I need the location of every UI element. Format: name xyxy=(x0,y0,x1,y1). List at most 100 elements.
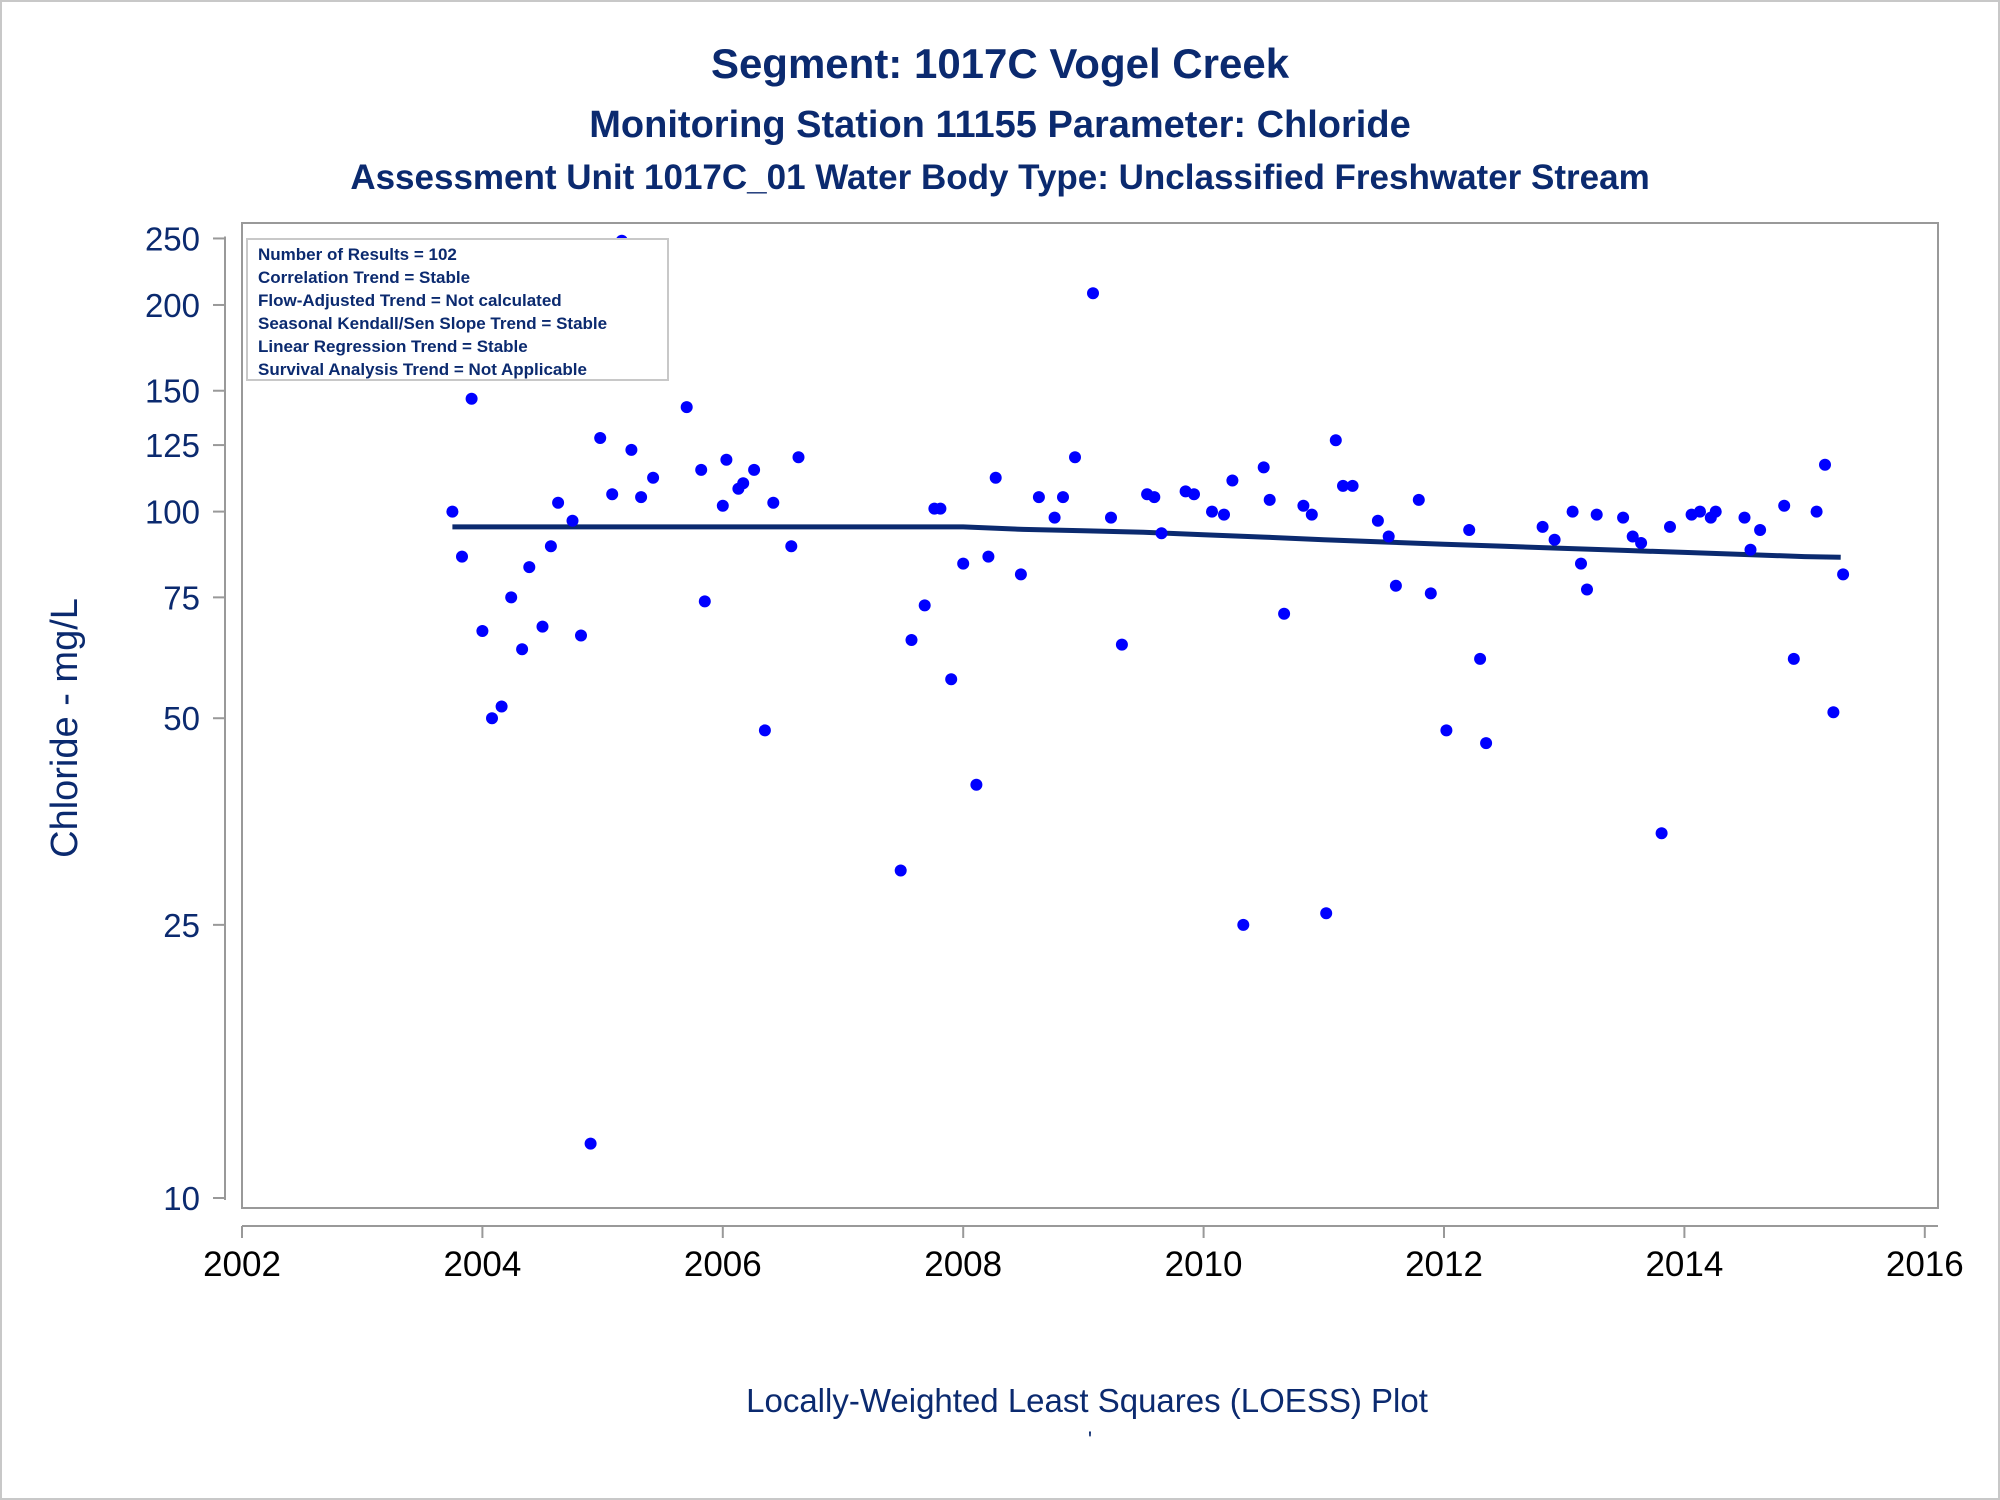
y-tick-label: 75 xyxy=(163,579,200,616)
x-tick-label: 2006 xyxy=(684,1245,762,1284)
y-tick-label: 50 xyxy=(163,700,200,737)
data-point xyxy=(1371,514,1384,527)
data-point xyxy=(894,864,907,877)
data-point xyxy=(1278,607,1291,620)
data-point xyxy=(1694,505,1706,518)
data-point xyxy=(1069,451,1081,464)
data-point xyxy=(1827,706,1840,719)
data-point xyxy=(989,471,1002,484)
chart-subtitle: Monitoring Station 11155 Parameter: Chlo… xyxy=(589,104,1410,146)
stats-line-kendall: Seasonal Kendall/Sen Slope Trend = Stabl… xyxy=(258,314,607,333)
data-point xyxy=(1115,638,1128,651)
data-point xyxy=(1014,568,1027,581)
data-point xyxy=(748,463,761,476)
y-tick-label: 250 xyxy=(145,220,200,257)
y-axis: 10 25 50 75 100 125 150 200 250 xyxy=(145,220,226,1217)
data-point xyxy=(1337,479,1349,492)
data-point xyxy=(1297,499,1310,512)
data-point xyxy=(680,401,693,414)
data-point xyxy=(1635,537,1648,549)
data-point xyxy=(1048,511,1061,524)
data-points xyxy=(446,234,1850,1150)
data-point xyxy=(625,443,638,456)
data-point xyxy=(1440,724,1453,737)
data-point xyxy=(1226,474,1239,487)
x-tick-label: 2002 xyxy=(203,1245,281,1284)
data-point xyxy=(552,496,565,509)
y-tick-label: 100 xyxy=(145,494,200,531)
data-point xyxy=(1105,511,1117,524)
data-point xyxy=(1566,505,1579,518)
data-point xyxy=(1188,488,1200,501)
data-point xyxy=(1389,579,1402,592)
data-point xyxy=(905,634,918,646)
data-point xyxy=(737,477,750,490)
data-point xyxy=(1664,520,1676,533)
y-tick-label: 125 xyxy=(145,427,200,464)
data-point xyxy=(698,595,711,608)
data-point xyxy=(1087,287,1099,300)
data-point xyxy=(970,778,983,791)
data-point xyxy=(566,514,579,527)
data-point xyxy=(1263,493,1276,506)
data-point xyxy=(1536,520,1549,533)
data-point xyxy=(1382,530,1395,543)
data-point xyxy=(1218,508,1230,521)
data-point xyxy=(720,453,733,466)
data-point xyxy=(1424,587,1437,600)
plot-frame xyxy=(241,222,1939,1209)
data-point xyxy=(1787,652,1800,665)
data-point xyxy=(1778,499,1791,512)
data-point xyxy=(476,625,489,637)
data-point xyxy=(1581,583,1593,596)
data-point xyxy=(1412,493,1425,506)
data-point xyxy=(1754,524,1767,536)
data-point xyxy=(1257,461,1270,474)
x-tick-label: 2008 xyxy=(924,1245,1002,1284)
y-tick-label: 200 xyxy=(145,287,200,324)
data-point xyxy=(1305,508,1318,521)
x-tick-label: 2016 xyxy=(1886,1245,1964,1284)
data-point xyxy=(1548,533,1561,546)
data-point xyxy=(1575,557,1587,570)
data-point xyxy=(635,491,648,504)
chart-footnote-2: ' xyxy=(1088,1427,1092,1452)
data-point xyxy=(716,499,729,512)
data-point xyxy=(767,496,780,509)
data-point xyxy=(695,463,708,476)
data-point xyxy=(1617,511,1630,524)
data-point xyxy=(1744,543,1757,556)
y-tick-label: 10 xyxy=(163,1180,200,1217)
data-point xyxy=(957,557,970,570)
data-point xyxy=(758,724,771,737)
data-point xyxy=(1346,479,1359,492)
data-point xyxy=(606,488,619,501)
x-tick-label: 2012 xyxy=(1405,1245,1483,1284)
data-point xyxy=(1709,505,1722,518)
stats-line-results: Number of Results = 102 xyxy=(258,245,457,264)
data-point xyxy=(446,505,459,518)
data-point xyxy=(792,451,805,464)
data-point xyxy=(1206,505,1218,518)
data-point xyxy=(505,591,518,604)
data-point xyxy=(1032,491,1045,504)
data-point xyxy=(456,550,468,563)
stats-box-frame xyxy=(246,238,669,381)
data-point xyxy=(1320,907,1333,920)
data-point xyxy=(495,700,508,713)
stats-line-correlation: Correlation Trend = Stable xyxy=(258,268,470,287)
x-axis: 2002 2004 2006 2008 2010 2012 2014 2016 xyxy=(203,1225,1964,1284)
data-point xyxy=(1655,827,1668,840)
data-point xyxy=(1057,491,1069,504)
x-tick-label: 2004 xyxy=(443,1245,521,1284)
chart-footnote: Locally-Weighted Least Squares (LOESS) P… xyxy=(746,1382,1428,1419)
loess-trend-line xyxy=(452,524,1841,560)
data-point xyxy=(536,620,549,633)
stats-box: Number of Results = 102 Correlation Tren… xyxy=(246,238,669,381)
stats-line-flow: Flow-Adjusted Trend = Not calculated xyxy=(258,291,562,310)
data-point xyxy=(544,540,557,553)
y-axis-label: Chloride - mg/L xyxy=(44,598,86,858)
data-point xyxy=(1474,652,1487,665)
